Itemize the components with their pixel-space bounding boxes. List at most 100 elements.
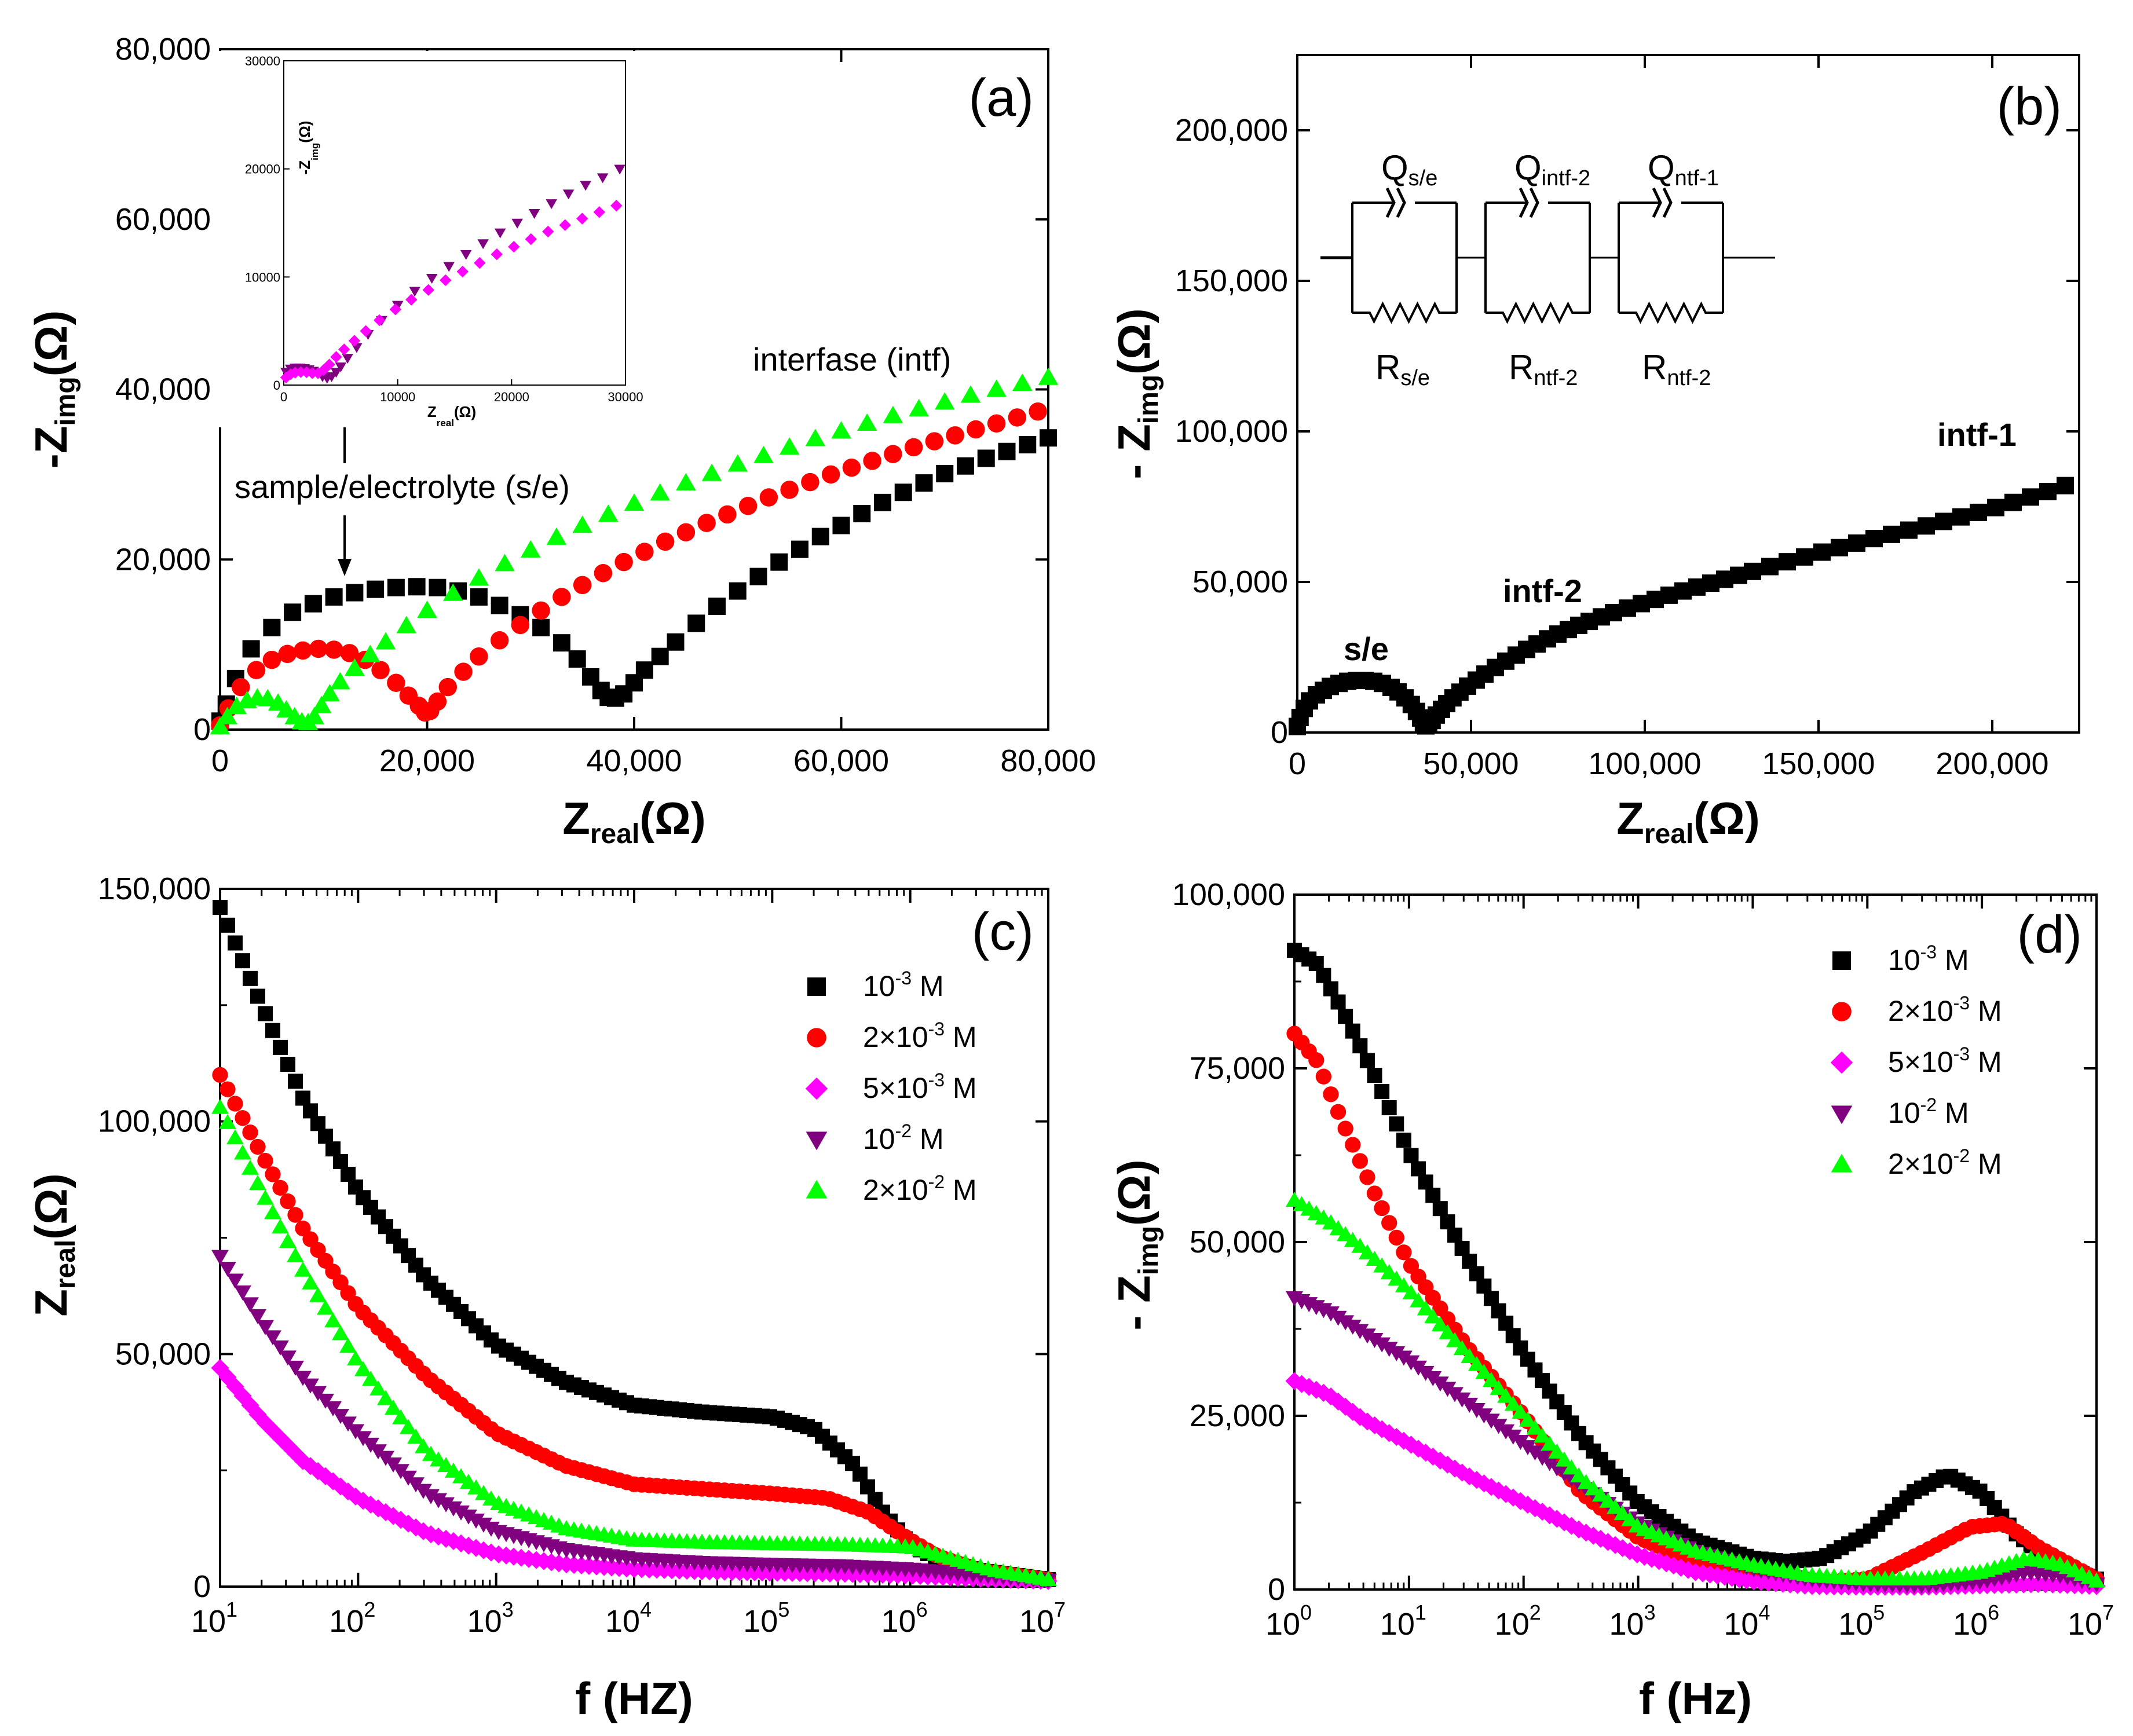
x-tick-exponent: 4	[640, 1598, 652, 1621]
legend-marker-tri-down	[806, 1131, 828, 1151]
data-point-square	[228, 935, 243, 951]
x-tick-base: 10	[1609, 1607, 1644, 1642]
y-tick-label: 50,000	[115, 1336, 211, 1371]
data-point-square	[1761, 558, 1779, 576]
circuit-r-main: R	[1642, 348, 1667, 387]
data-point-square	[213, 900, 228, 915]
data-point-tri-down	[219, 1262, 236, 1277]
x-tick-exponent: 7	[2102, 1601, 2114, 1624]
x-tick-label: 101	[191, 1598, 237, 1639]
data-point-tri-up	[495, 554, 515, 572]
data-point-circle	[1008, 408, 1027, 427]
data-point-tri-up	[935, 392, 955, 410]
data-point-square	[2057, 477, 2074, 495]
inset-point-diamond	[330, 351, 342, 363]
data-point-tri-up	[360, 644, 380, 662]
inset-x-axis-label-main: Z	[427, 403, 437, 420]
legend-sup: -2	[1953, 1145, 1970, 1166]
circuit-q-main: Q	[1514, 148, 1542, 187]
data-point-circle	[219, 1081, 236, 1097]
x-tick-exponent: 1	[1415, 1601, 1426, 1624]
data-point-tri-up	[302, 1274, 319, 1290]
data-point-tri-down	[1337, 1315, 1355, 1331]
inset-point-tri-down	[330, 368, 342, 378]
y-tick-label: 50,000	[1192, 565, 1288, 599]
data-point-square	[1425, 1188, 1441, 1203]
inset-point-diamond	[348, 335, 361, 347]
x-tick-exponent: 7	[1054, 1598, 1066, 1621]
data-point-tri-up	[1607, 1499, 1624, 1514]
data-point-square	[791, 540, 808, 558]
x-tick-label: 106	[1953, 1601, 1999, 1642]
data-point-circle	[738, 496, 758, 515]
data-point-tri-down	[445, 1501, 462, 1517]
legend-base: 2×10	[1888, 995, 1953, 1027]
legend-entry-label: 10-2 M	[1888, 1094, 1969, 1129]
inset-x-axis-label: Zreal(Ω)	[427, 403, 476, 428]
y-tick-label: 0	[1271, 715, 1288, 750]
data-point-square	[333, 1154, 348, 1170]
data-point-circle	[1337, 1120, 1353, 1137]
y-tick-label: 150,000	[1175, 263, 1288, 298]
data-point-tri-up	[1468, 1356, 1486, 1371]
inset-point-diamond	[405, 294, 418, 306]
data-point-square	[1918, 517, 1935, 535]
data-point-circle	[428, 692, 447, 711]
data-point-tri-up	[320, 684, 340, 702]
x-tick-label: 107	[2068, 1601, 2114, 1642]
data-point-circle	[635, 543, 654, 561]
data-point-tri-up	[572, 515, 592, 533]
legend-base: 10	[1888, 944, 1920, 976]
y-axis-label-unit: (Ω)	[1108, 308, 1159, 375]
legend-marker-diamond	[805, 1077, 828, 1100]
data-point-circle	[227, 1096, 243, 1112]
data-point-tri-down	[332, 1409, 349, 1424]
data-point-tri-up	[1012, 373, 1033, 391]
inset-y-tick-label: 0	[273, 378, 280, 393]
data-point-tri-up	[1380, 1263, 1398, 1279]
data-point-tri-up	[1548, 1443, 1566, 1459]
data-point-tri-up	[392, 1409, 409, 1424]
legend-sup: -2	[1920, 1094, 1937, 1115]
data-point-circle	[1374, 1200, 1390, 1217]
y-tick-label: 200,000	[1175, 113, 1288, 148]
data-point-square	[1865, 530, 1883, 548]
data-point-square	[1396, 1133, 1411, 1148]
data-point-square	[235, 953, 250, 969]
legend-unit: M	[1970, 1046, 2002, 1078]
data-point-square	[1848, 534, 1865, 552]
x-tick-label: 0	[211, 744, 229, 778]
data-point-circle	[801, 473, 819, 492]
data-point-tri-up	[417, 600, 437, 618]
circuit-r-sub: ntf-2	[1667, 366, 1711, 390]
data-point-circle	[1359, 1169, 1375, 1185]
circuit-q-label: Qs/e	[1381, 148, 1437, 191]
data-point-square	[280, 1057, 295, 1072]
data-point-circle	[247, 661, 266, 679]
x-tick-label: 20,000	[379, 744, 475, 778]
data-point-circle	[309, 639, 328, 658]
data-point-tri-up	[309, 1287, 327, 1302]
data-point-tri-down	[1344, 1320, 1362, 1335]
data-point-square	[304, 595, 322, 613]
y-axis-label-main: - Z	[1108, 424, 1159, 479]
data-point-square	[1900, 521, 1918, 539]
x-axis-label-main: Z	[1616, 793, 1644, 844]
circuit-r-label: Rntf-2	[1642, 348, 1711, 390]
legend-sup: -3	[895, 968, 912, 988]
data-point-square	[1374, 1084, 1390, 1099]
data-point-square	[1987, 499, 2004, 517]
data-point-tri-down	[211, 1250, 229, 1265]
annotation-intf-2: intf-2	[1503, 573, 1582, 609]
y-axis-label-main: -Z	[25, 426, 76, 469]
data-point-tri-up	[727, 454, 748, 472]
data-point-tri-up	[598, 504, 619, 522]
x-tick-exponent: 5	[1873, 1601, 1885, 1624]
cpe-icon	[1652, 187, 1662, 218]
data-point-circle	[553, 588, 571, 606]
data-point-square	[770, 553, 788, 571]
data-point-tri-up	[753, 445, 774, 463]
data-point-circle	[1308, 1052, 1325, 1068]
x-tick-exponent: 3	[502, 1598, 514, 1621]
data-point-tri-up	[287, 1247, 304, 1262]
